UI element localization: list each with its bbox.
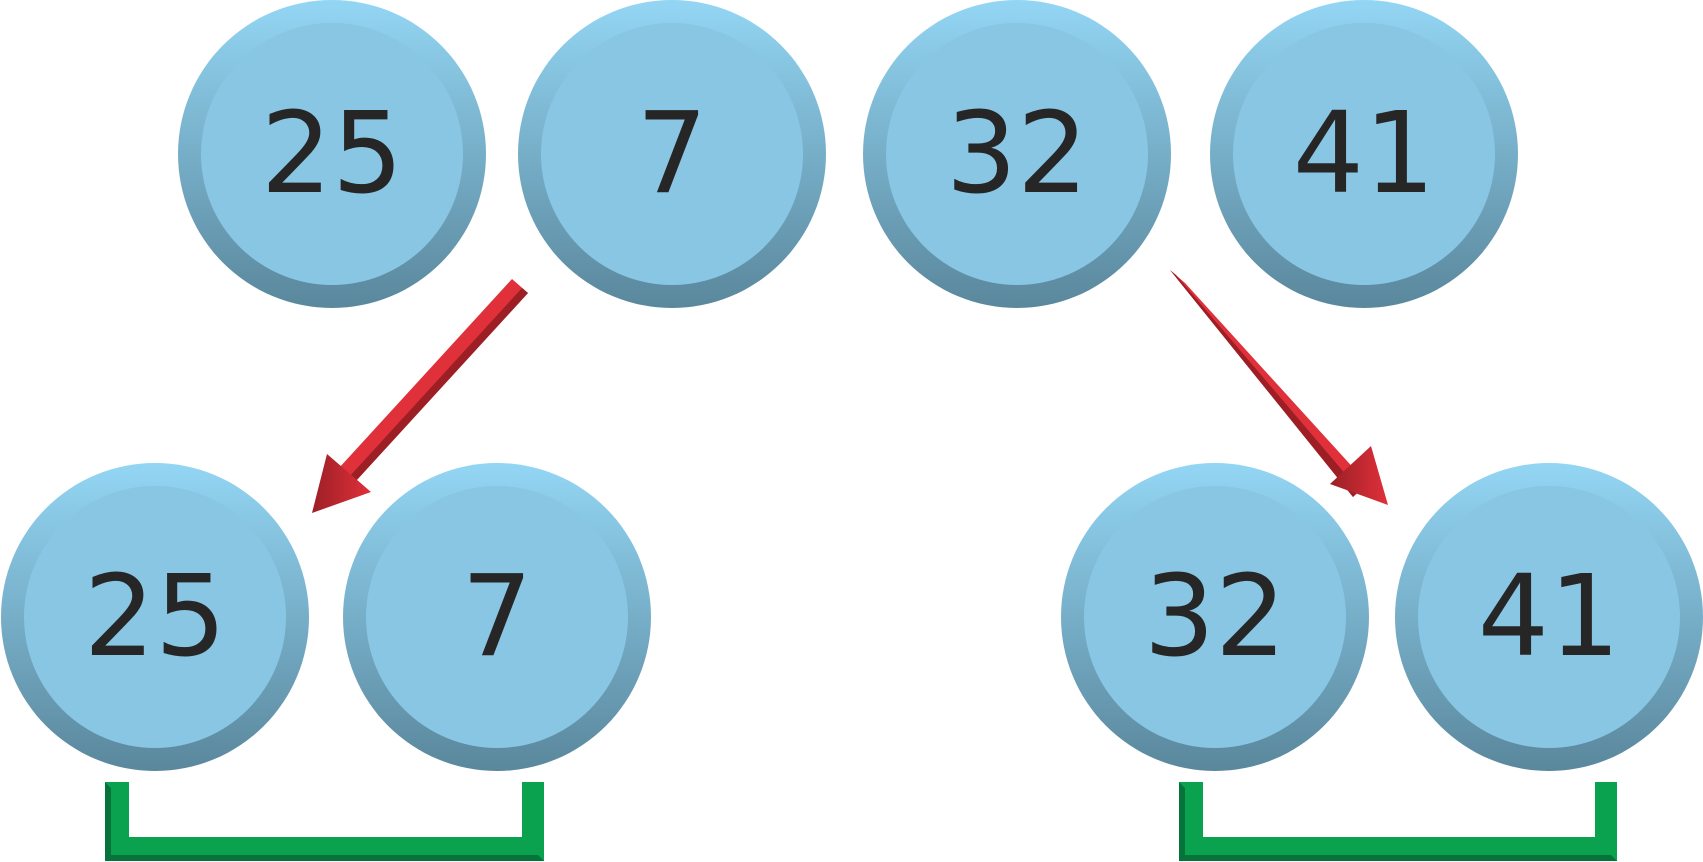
top-node-2-label: 7 (636, 89, 707, 219)
bottom-left-node-1: 25 (1, 463, 309, 771)
bottom-left-node-2-label: 7 (461, 552, 532, 682)
left-group-bracket (105, 782, 544, 861)
top-node-3: 32 (863, 0, 1171, 308)
top-node-3-label: 32 (946, 89, 1089, 219)
bottom-right-node-2-label: 41 (1478, 552, 1621, 682)
bottom-right-node-1-label: 32 (1144, 552, 1287, 682)
right-split-arrow (1170, 270, 1388, 505)
top-node-2: 7 (518, 0, 826, 308)
top-node-4-label: 41 (1293, 89, 1436, 219)
bottom-left-node-1-label: 25 (84, 552, 227, 682)
bottom-left-node-2: 7 (343, 463, 651, 771)
top-node-1-label: 25 (261, 89, 404, 219)
top-node-4: 41 (1210, 0, 1518, 308)
bottom-right-node-2: 41 (1395, 463, 1703, 771)
top-node-1: 25 (178, 0, 486, 308)
bottom-right-node-1: 32 (1061, 463, 1369, 771)
left-split-arrow (312, 279, 528, 513)
right-group-bracket (1179, 782, 1617, 861)
